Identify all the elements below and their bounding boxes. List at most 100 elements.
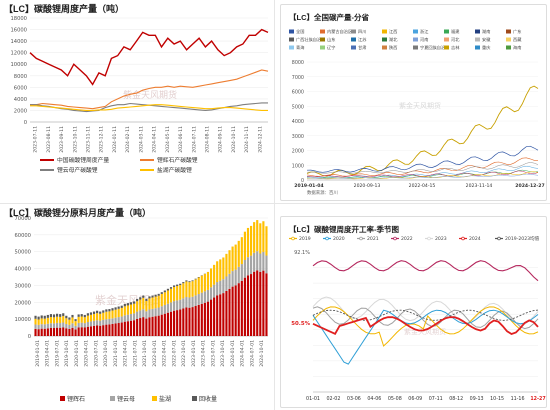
x-tick-label: 2024-04-11 [152,126,158,153]
y-tick-label: 0 [301,178,304,184]
y-tick-label: 40000 [14,267,31,273]
bar-segment [179,283,182,286]
legend-label: 2024 [469,236,481,242]
legend-swatch [382,29,387,34]
bar-segment [43,324,46,329]
bar-segment [108,311,111,319]
legend-label: 江苏 [358,36,366,43]
x-tick-label: 2021-10-01 [142,340,148,367]
bar-segment [253,252,256,272]
bar-segment [43,315,46,319]
legend-label: 锂云母 [117,395,135,403]
bar-segment [123,321,126,336]
bar-segment [191,281,194,297]
bar-segment [83,317,86,324]
watermark: 紫金天风期货 [399,101,441,110]
bar-segment [132,303,136,314]
bar-segment [265,273,268,336]
legend-swatch [289,37,294,42]
x-tick-label: 2019-04-01 [45,340,51,367]
bar-segment [96,310,99,314]
panel-frame [280,4,547,201]
bar-segment [139,299,142,311]
bar-segment [111,323,114,336]
bar-segment [59,323,62,328]
legend-swatch [110,396,115,401]
panel-title: 【LC】碳酸锂周度开工率-季节图 [289,225,399,234]
bar-segment [102,325,105,336]
bar-segment [213,264,216,285]
x-tick-label: 2020-04-01 [84,340,90,367]
bar-segment [46,314,49,318]
bar-segment [234,285,237,336]
x-tick-label: 02-02 [326,396,340,402]
bar-segment [191,307,194,336]
x-tick-label: 2023-10-01 [220,340,226,367]
y-tick-label: 18000 [10,16,27,22]
legend-label: 山东 [327,36,335,43]
bar-segment [197,304,200,336]
x-tick-label: 2023-04-01 [201,340,207,367]
legend-label: 重庆 [482,44,491,51]
bar-segment [240,280,243,336]
panel-frame [280,216,547,408]
x-tick-label: 2019-07-01 [54,340,60,367]
bar-segment [246,227,250,258]
x-tick-label: 2021-07-01 [132,340,138,367]
x-tick-label: 2023-08-11 [46,126,52,153]
bar-segment [71,314,74,318]
series-line [30,104,268,111]
horizontal-divider [0,203,550,204]
bar-segment [89,326,93,336]
bar-segment [77,327,80,336]
bar-segment [86,321,89,327]
bar-segment [40,315,43,319]
bar-segment [71,323,74,328]
y-tick-label: 16000 [10,28,27,34]
x-tick-label: 2024-12-27 [515,183,544,189]
x-tick-label: 05-08 [388,396,402,402]
y-tick-label: 10000 [10,62,27,68]
legend-marker [461,236,465,241]
bar-segment [225,290,228,336]
x-tick-label: 2023-01-01 [191,340,197,367]
series-line [312,316,539,335]
bar-segment [246,275,250,336]
bar-segment [256,220,259,252]
series-line [306,162,539,174]
bar-segment [200,292,203,304]
legend-label: 2021 [367,236,379,242]
bar-segment [43,318,46,325]
bar-segment [92,325,96,336]
bar-segment [182,298,185,309]
x-tick-label: 2024-02-11 [125,126,131,153]
bar-segment [86,315,89,322]
bar-segment [102,312,105,320]
x-tick-label: 01-01 [306,396,320,402]
bar-segment [74,319,77,322]
bar-segment [176,310,179,336]
bar-segment [96,313,99,321]
bar-segment [145,311,148,319]
x-tick-label: 10-15 [490,396,504,402]
y-tick-label: 14000 [10,39,27,45]
bar-segment [49,323,53,328]
x-tick-label: 2020-01-01 [74,340,80,367]
bar-segment [243,260,246,278]
legend-label: 宁夏回族自治区 [420,44,449,51]
bar-segment [188,297,191,308]
bar-segment [253,222,256,253]
legend-swatch [444,29,449,34]
legend-label: 锂辉石 [67,395,85,403]
bar-segment [148,298,151,310]
y-tick-label: 2000 [14,108,27,114]
legend-swatch [475,37,480,42]
bar-segment [68,319,71,325]
bar-segment [83,323,86,328]
bar-segment [62,322,65,328]
bar-segment [71,327,74,336]
x-tick-label: 2024-03-11 [138,126,144,153]
bar-segment [120,316,123,323]
bar-segment [182,282,185,284]
bar-segment [99,325,102,336]
